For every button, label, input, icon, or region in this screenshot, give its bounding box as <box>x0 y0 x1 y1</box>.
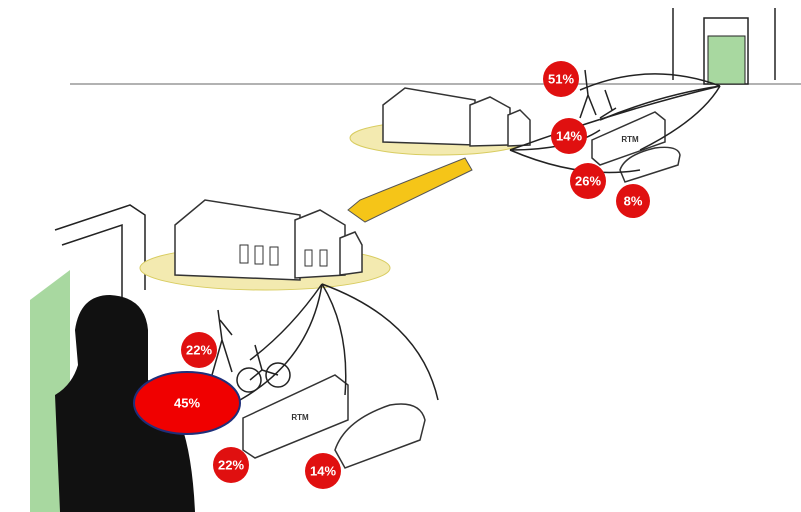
illustration: RTM RTM 22% 22% 14% 45% 51% 14% 26% 8% <box>0 0 801 512</box>
percentage: 8% <box>624 193 643 208</box>
access-bike-badge: 45% <box>134 372 240 434</box>
egress-walk-badge: 51% <box>543 61 579 97</box>
access-walk-badge: 22% <box>181 332 217 368</box>
percentage: 14% <box>556 128 582 143</box>
station-destination <box>350 88 530 155</box>
access-car-badge: 14% <box>305 453 341 489</box>
bus-label: RTM <box>621 135 639 144</box>
train <box>348 158 472 222</box>
egress-car-badge: 8% <box>616 184 650 218</box>
percentage: 14% <box>310 463 336 478</box>
egress-bus-badge: 26% <box>570 163 606 199</box>
egress-walk-bike <box>580 70 616 118</box>
percentage: 26% <box>575 173 601 188</box>
egress-bike-badge: 14% <box>551 118 587 154</box>
percentage: 22% <box>218 457 244 472</box>
percentage: 51% <box>548 71 574 86</box>
origin-house <box>30 205 195 512</box>
access-bus-badge: 22% <box>213 447 249 483</box>
percentage: 22% <box>186 342 212 357</box>
destination-door <box>673 8 775 84</box>
percentage: 45% <box>174 395 200 410</box>
bus-label: RTM <box>291 413 309 422</box>
